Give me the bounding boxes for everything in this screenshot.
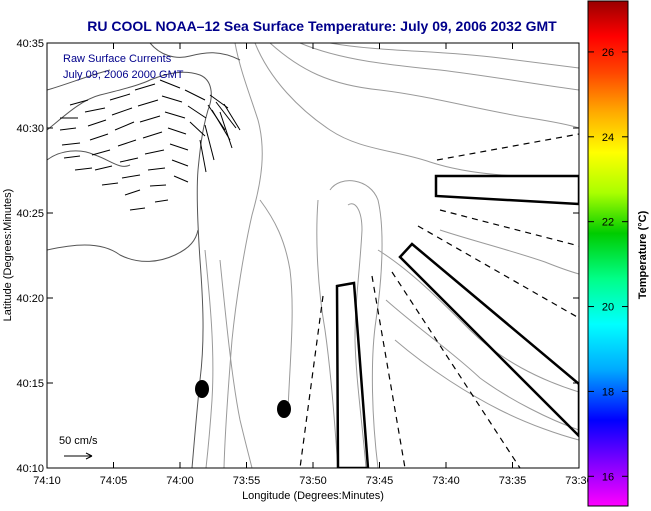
y-axis: 40:35 40:30 40:25 40:20 40:15 40:10 — [16, 38, 579, 475]
colorbar-tick-label: 24 — [602, 132, 614, 144]
y-tick-label: 40:20 — [16, 293, 44, 305]
y-tick-label: 40:25 — [16, 208, 44, 220]
colorbar-tick-label: 22 — [602, 217, 614, 229]
x-tick-label: 73:55 — [233, 475, 261, 487]
legend-line-2: July 09, 2006 2000 GMT — [63, 69, 184, 81]
colorbar-tick-label: 26 — [602, 47, 614, 59]
y-tick-label: 40:30 — [16, 123, 44, 135]
y-tick-label: 40:10 — [16, 463, 44, 475]
x-tick-label: 74:00 — [166, 475, 194, 487]
x-tick-label: 74:05 — [100, 475, 128, 487]
x-tick-label: 74:10 — [33, 475, 61, 487]
radial-dashed-lines — [299, 133, 579, 468]
y-tick-label: 40:35 — [16, 38, 44, 50]
x-tick-label: 73:45 — [366, 475, 394, 487]
transect-overlays — [299, 133, 579, 468]
colorbar-tick-label: 16 — [602, 471, 614, 483]
bathymetry-contours — [204, 43, 579, 468]
plot-area — [47, 43, 579, 468]
x-tick-label: 73:35 — [499, 475, 527, 487]
map-title: RU COOL NOAA–12 Sea Surface Temperature:… — [87, 18, 557, 34]
colorbar-tick-label: 20 — [602, 302, 614, 314]
colorbar-ticks: 26 24 22 20 18 16 — [588, 47, 628, 483]
x-axis: 74:10 74:05 74:00 73:55 73:50 73:45 73:40 73:35… — [33, 43, 593, 487]
transect-box-north — [434, 174, 579, 206]
x-tick-label: 73:50 — [299, 475, 327, 487]
colorbar-tick-label: 18 — [602, 386, 614, 398]
station-marker — [277, 400, 291, 418]
y-tick-label: 40:15 — [16, 378, 44, 390]
x-axis-label: Longitude (Degrees:Minutes) — [242, 490, 384, 502]
scale-arrow — [64, 452, 93, 460]
x-tick-label: 73:40 — [432, 475, 460, 487]
colorbar — [587, 0, 629, 507]
station-marker — [195, 380, 209, 398]
coastline — [47, 43, 241, 468]
colorbar-label: Temperature (°C) — [637, 210, 649, 299]
scale-label: 50 cm/s — [59, 435, 98, 447]
legend-line-1: Raw Surface Currents — [63, 53, 172, 65]
transect-box-diagonal — [398, 242, 579, 438]
current-vectors — [59, 79, 241, 211]
transect-box-south — [335, 281, 370, 468]
y-axis-label: Latitude (Degrees:Minutes) — [2, 189, 14, 322]
x-tick-label: 73:30 — [565, 475, 593, 487]
